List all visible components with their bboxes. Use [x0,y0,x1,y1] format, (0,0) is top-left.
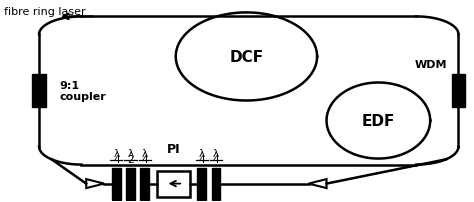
Text: WDM: WDM [415,60,447,70]
Text: fibre ring laser: fibre ring laser [4,7,85,17]
Bar [211,168,220,200]
Text: 4: 4 [198,155,205,165]
Text: λ: λ [142,148,148,158]
Bar [197,168,206,200]
Text: DCF: DCF [229,50,264,65]
Bar [157,171,191,197]
Text: EDF: EDF [362,114,395,128]
Bar [112,168,120,200]
Text: λ: λ [213,148,219,158]
Text: PI: PI [167,142,181,155]
Bar [126,168,135,200]
Text: 2: 2 [127,155,134,165]
Text: λ: λ [113,148,119,158]
Bar [140,168,149,200]
Bar [33,75,46,107]
Text: 9:1
coupler: 9:1 coupler [60,80,107,102]
Text: λ: λ [128,148,134,158]
Text: λ: λ [199,148,205,158]
Text: 4: 4 [113,155,119,165]
Text: 4: 4 [141,155,148,165]
Text: 4: 4 [212,155,219,165]
Bar [452,75,465,107]
